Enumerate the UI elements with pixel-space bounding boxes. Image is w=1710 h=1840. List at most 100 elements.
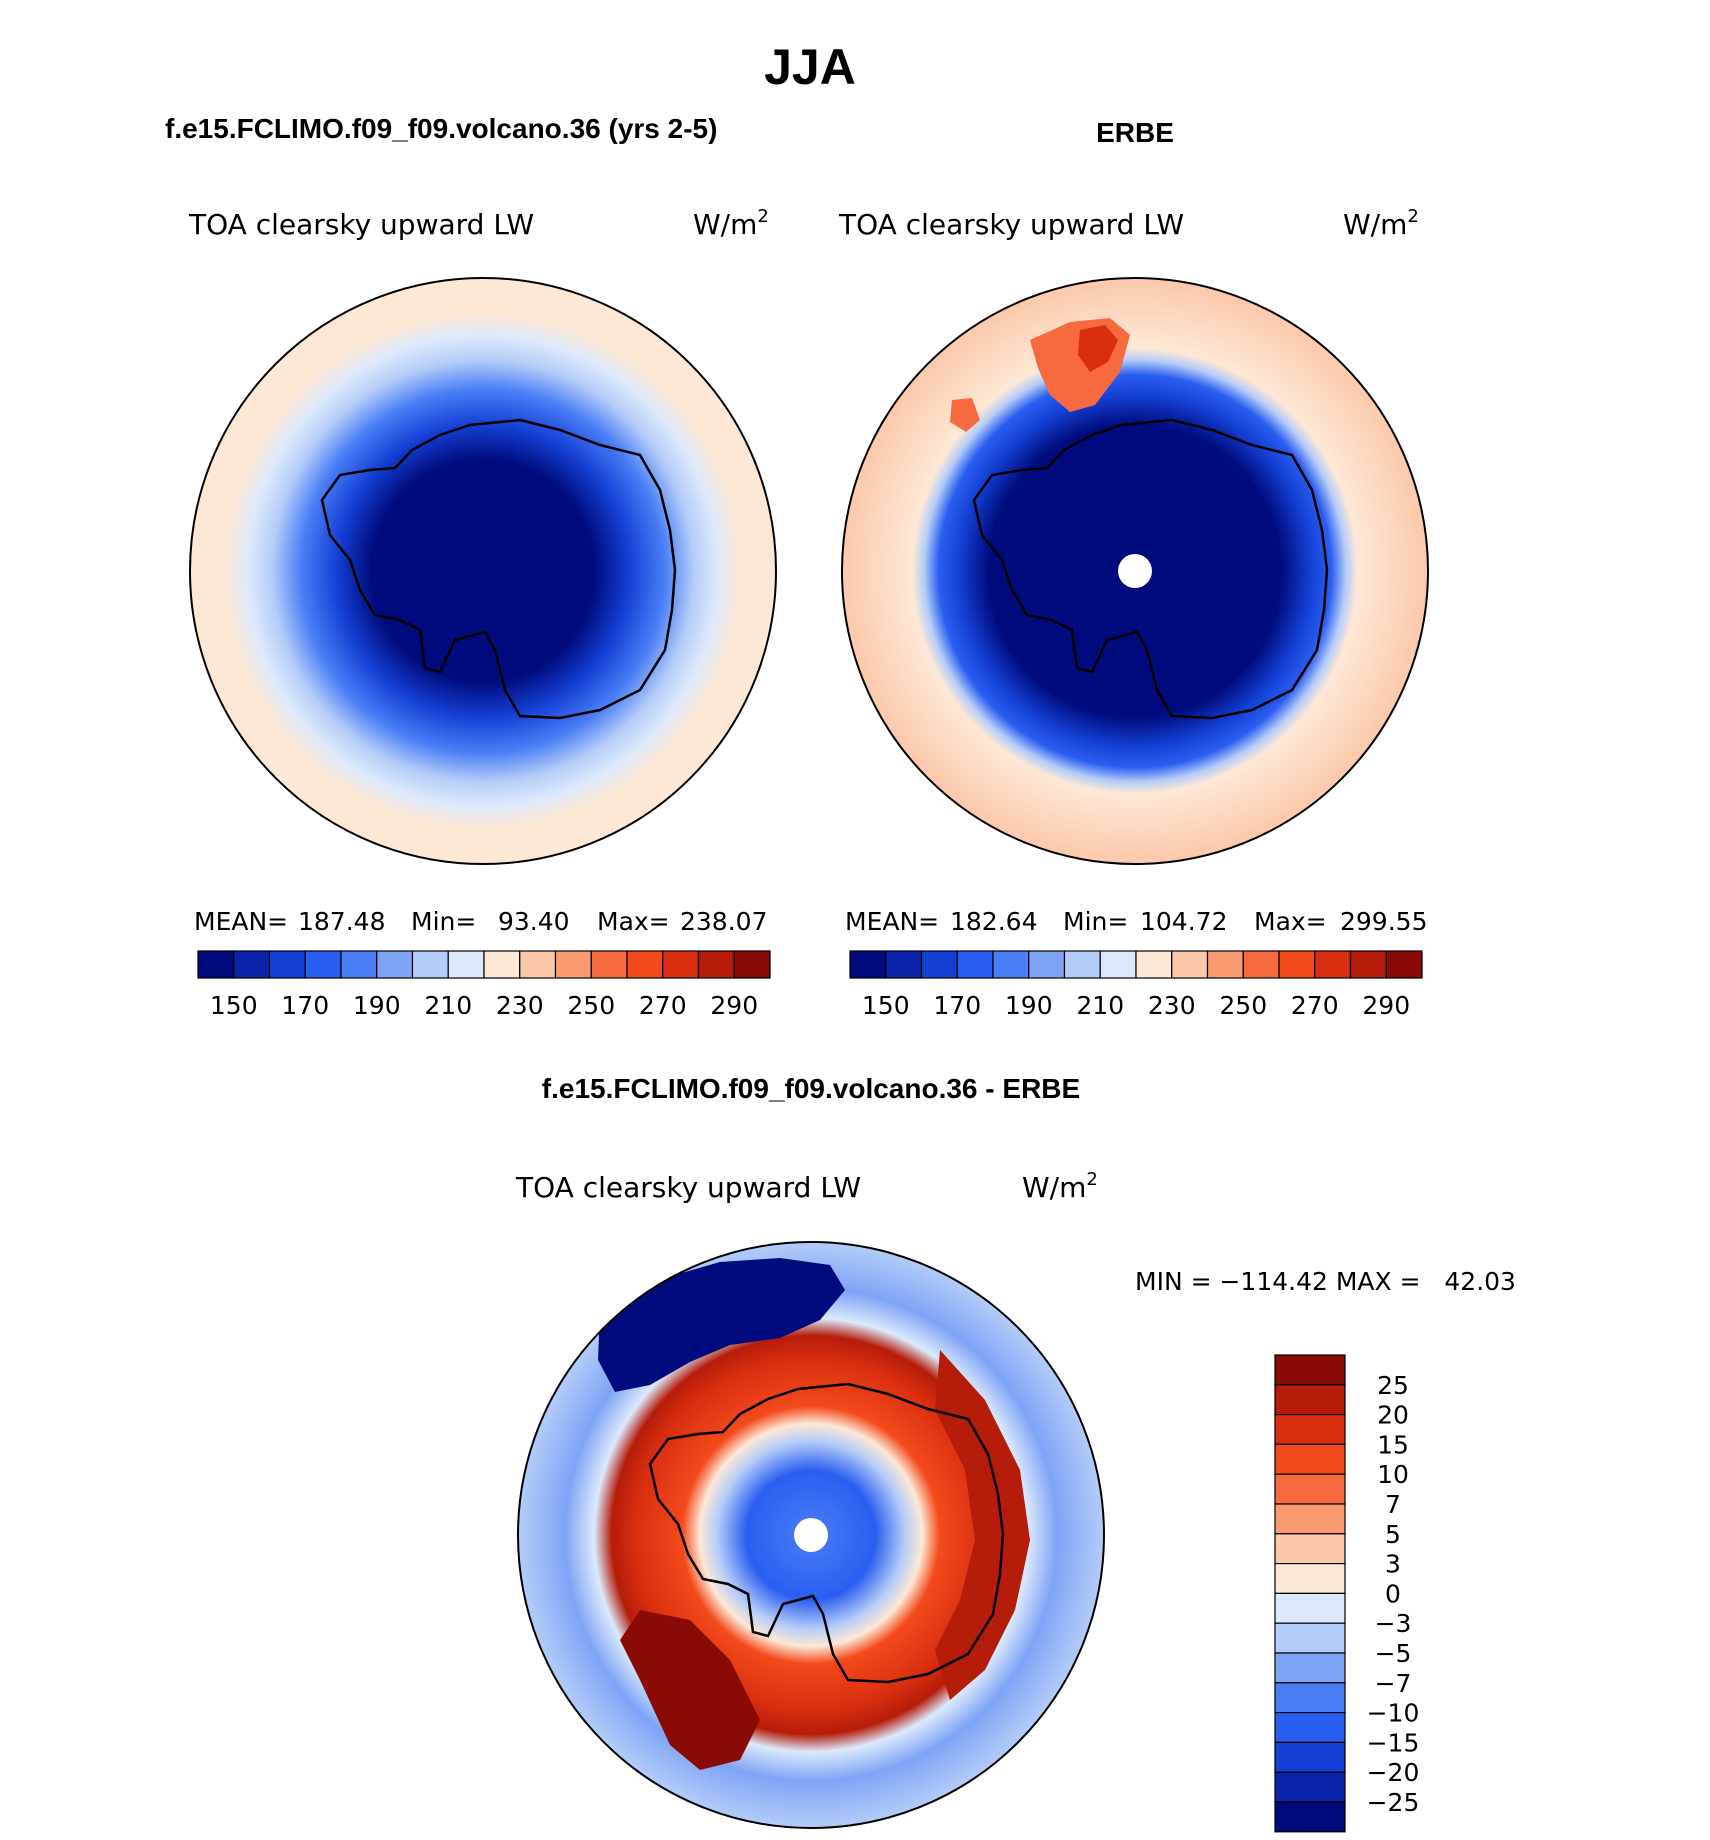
colorbar-diff-swatch: [1274, 1771, 1346, 1803]
colorbar-model-swatch: [268, 950, 306, 979]
colorbar-obs-swatch: [1314, 950, 1352, 979]
colorbar-model-swatch: [411, 950, 449, 979]
stats-obs-mean-label: MEAN=: [845, 907, 939, 936]
colorbar-diff-swatch: [1274, 1443, 1346, 1475]
stats-obs-max-label: Max=: [1254, 907, 1327, 936]
main-title: JJA: [764, 39, 856, 95]
colorbar-obs-swatch: [1063, 950, 1101, 979]
warm-patch-obs-2: [950, 398, 980, 432]
colorbar-diff-tick-label: 10: [1377, 1460, 1409, 1489]
panel-model-variable: TOA clearsky upward LW: [188, 208, 534, 241]
colorbar-diff-tick-label: 0: [1385, 1579, 1401, 1608]
panel-diff-units: W/m2: [1022, 1169, 1098, 1204]
stats-model-mean: 187.48: [298, 907, 385, 936]
colorbar-obs-tick-label: 170: [933, 991, 981, 1020]
colorbar-obs-swatch: [849, 950, 887, 979]
colorbar-diff-swatch: [1274, 1562, 1346, 1594]
polar-map-diff: [518, 1242, 1104, 1828]
colorbar-obs-swatch: [1242, 950, 1280, 979]
colorbar-obs-swatch: [885, 950, 923, 979]
colorbar-diff-swatch: [1274, 1652, 1346, 1684]
stats-obs-min-label: Min=: [1063, 907, 1128, 936]
colorbar-diff-tick-label: −5: [1375, 1639, 1412, 1668]
colorbar-model-swatch: [697, 950, 735, 979]
colorbar-diff-swatch: [1274, 1503, 1346, 1535]
colorbar-model-tick-label: 210: [424, 991, 472, 1020]
panel-obs: ERBE TOA clearsky upward LW W/m2 MEAN= 1…: [838, 117, 1429, 1020]
colorbar-model-swatch: [233, 950, 271, 979]
colorbar-diff-swatch: [1274, 1384, 1346, 1416]
colorbar-obs-tick-label: 250: [1219, 991, 1267, 1020]
stats-obs: MEAN= 182.64 Min= 104.72 Max= 299.55: [845, 907, 1427, 936]
colorbar-model-swatch: [340, 950, 378, 979]
colorbar-model: 150 170 190 210 230 250 270 290: [197, 950, 771, 1020]
colorbar-obs-tick-label: 290: [1362, 991, 1410, 1020]
colorbar-obs-swatch: [956, 950, 994, 979]
colorbar-obs-tick-label: 270: [1291, 991, 1339, 1020]
map-field-model: [190, 278, 776, 864]
colorbar-diff-swatch: [1274, 1592, 1346, 1624]
colorbar-obs-swatch: [1135, 950, 1173, 979]
colorbar-diff-swatch: [1274, 1682, 1346, 1714]
colorbar-diff-swatch: [1274, 1354, 1346, 1386]
colorbar-model-swatch: [554, 950, 592, 979]
colorbar-diff-tick-label: 15: [1377, 1430, 1409, 1459]
map-border-obs: [841, 277, 1429, 865]
strong-positive-region-diff: [620, 1610, 760, 1770]
colorbar-model-tick-label: 270: [639, 991, 687, 1020]
colorbar-model-swatch: [197, 950, 235, 979]
colorbar-diff-tick-label: 3: [1385, 1550, 1401, 1579]
colorbar-diff-tick-label: −7: [1375, 1669, 1412, 1698]
panel-model-units-exp: 2: [757, 206, 768, 227]
strong-negative-region-diff: [598, 1258, 845, 1392]
panel-model: f.e15.FCLIMO.f09_f09.volcano.36 (yrs 2-5…: [165, 113, 777, 1020]
colorbar-diff-tick-label: 25: [1377, 1371, 1409, 1400]
colorbar-obs-tick-label: 230: [1148, 991, 1196, 1020]
stats-model-mean-label: MEAN=: [194, 907, 288, 936]
stats-model-max-label: Max=: [597, 907, 670, 936]
stats-model-min: 93.40: [498, 907, 570, 936]
stats-obs-min: 104.72: [1140, 907, 1227, 936]
diff-minmax: MIN = −114.42 MAX = 42.03: [1135, 1267, 1516, 1296]
antarctica-coastline-model: [320, 418, 677, 720]
map-border-diff: [517, 1241, 1105, 1829]
positive-band-diff: [935, 1350, 1030, 1700]
colorbar-diff-tick-label: −20: [1367, 1758, 1420, 1787]
colorbar-model-swatch: [376, 950, 414, 979]
colorbar-diff-swatch: [1274, 1473, 1346, 1505]
panel-model-case-title: f.e15.FCLIMO.f09_f09.volcano.36 (yrs 2-5…: [165, 113, 717, 144]
colorbar-diff-tick-label: 5: [1385, 1520, 1401, 1549]
panel-obs-variable: TOA clearsky upward LW: [838, 208, 1184, 241]
colorbar-obs-swatch: [1028, 950, 1066, 979]
colorbar-diff-tick-label: −15: [1367, 1728, 1420, 1757]
colorbar-diff-swatch: [1274, 1413, 1346, 1445]
stats-obs-mean: 182.64: [950, 907, 1037, 936]
colorbar-diff-swatch: [1274, 1622, 1346, 1654]
stats-model-min-label: Min=: [411, 907, 476, 936]
antarctica-coastline-diff: [648, 1382, 1005, 1684]
panel-model-units-base: W/m: [693, 208, 757, 241]
colorbar-model-swatch: [733, 950, 771, 979]
colorbar-model-swatch: [304, 950, 342, 979]
colorbar-obs-swatch: [1385, 950, 1423, 979]
panel-diff-units-exp: 2: [1086, 1169, 1097, 1190]
panel-diff-units-base: W/m: [1022, 1171, 1086, 1204]
panel-obs-units-base: W/m: [1343, 208, 1407, 241]
colorbar-obs-swatch: [1099, 950, 1137, 979]
panel-obs-units-exp: 2: [1407, 206, 1418, 227]
colorbar-diff-tick-label: −3: [1375, 1609, 1412, 1638]
colorbar-model-tick-label: 290: [710, 991, 758, 1020]
colorbar-obs-swatch: [1171, 950, 1209, 979]
colorbar-model-tick-label: 150: [210, 991, 258, 1020]
colorbar-diff-swatch: [1274, 1711, 1346, 1743]
pole-hole-diff: [794, 1518, 828, 1552]
polar-map-model: [190, 278, 776, 864]
colorbar-obs-swatch: [1278, 950, 1316, 979]
colorbar-model-swatch: [483, 950, 521, 979]
colorbar-obs: 150 170 190 210 230 250 270 290: [849, 950, 1423, 1020]
colorbar-obs-swatch: [1206, 950, 1244, 979]
colorbar-model-swatch: [662, 950, 700, 979]
colorbar-model-swatch: [626, 950, 664, 979]
colorbar-obs-tick-label: 210: [1076, 991, 1124, 1020]
